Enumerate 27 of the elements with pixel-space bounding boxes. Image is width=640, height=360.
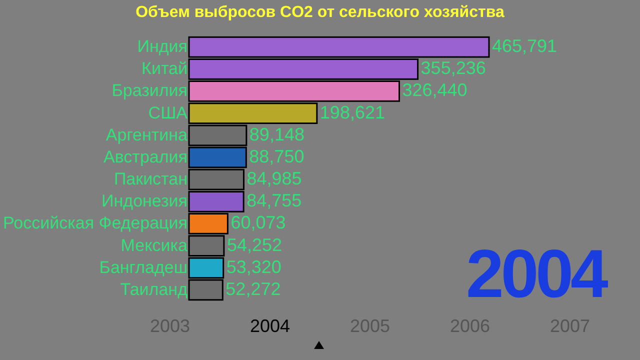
y-tick-label: Индонезия bbox=[102, 192, 188, 211]
y-tick-label: Мексика bbox=[120, 236, 188, 255]
data-label: 88,750 bbox=[249, 146, 304, 166]
data-label: 52,272 bbox=[226, 278, 281, 299]
data-label: 53,320 bbox=[226, 256, 282, 277]
data-label: 465,791 bbox=[492, 36, 558, 56]
y-tick-label: Аргентина bbox=[106, 125, 188, 144]
y-tick-label: Бангладеш bbox=[99, 258, 188, 277]
y-tick-label: Австралия bbox=[104, 147, 188, 166]
data-label: 54,252 bbox=[226, 234, 282, 255]
y-tick-label: Китай bbox=[142, 59, 188, 78]
text: 2004 bbox=[250, 316, 290, 336]
y-tick-label: США bbox=[148, 103, 188, 122]
data-label: 89,148 bbox=[249, 124, 304, 144]
data-label: 198,621 bbox=[320, 102, 386, 122]
y-tick-label: Индия bbox=[137, 37, 188, 56]
data-label: 355,236 bbox=[420, 58, 486, 78]
annotation: 2004 bbox=[466, 236, 606, 312]
data-label: 84,755 bbox=[246, 190, 302, 211]
data-label: 326,440 bbox=[402, 80, 468, 100]
y-tick-label: Российская Федерация bbox=[3, 214, 188, 233]
y-tick-label: Таиланд bbox=[120, 280, 188, 299]
data-label: 60,073 bbox=[230, 212, 286, 233]
y-tick-label: Пакистан bbox=[114, 170, 188, 189]
chart-title: Объем выбросов CO2 от сельского хозяйства bbox=[134, 4, 506, 22]
data-label: 84,985 bbox=[246, 168, 302, 189]
y-tick-label: Бразилия bbox=[112, 81, 188, 100]
